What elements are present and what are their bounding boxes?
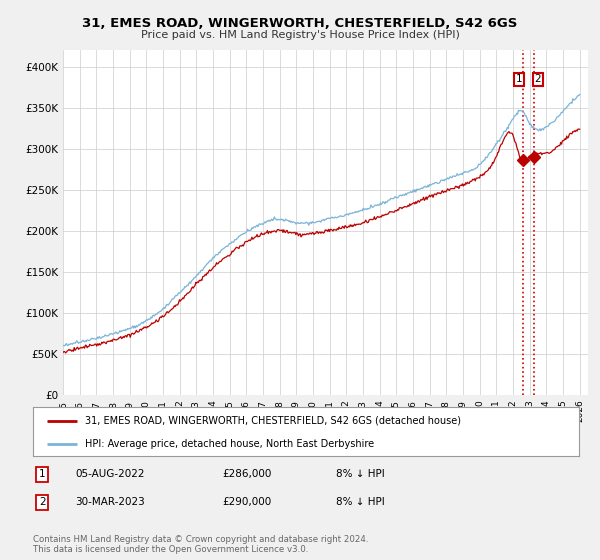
Text: £286,000: £286,000 bbox=[222, 469, 271, 479]
Text: 8% ↓ HPI: 8% ↓ HPI bbox=[336, 497, 385, 507]
Text: 2: 2 bbox=[39, 497, 46, 507]
Text: £290,000: £290,000 bbox=[222, 497, 271, 507]
Text: 31, EMES ROAD, WINGERWORTH, CHESTERFIELD, S42 6GS (detached house): 31, EMES ROAD, WINGERWORTH, CHESTERFIELD… bbox=[85, 416, 461, 426]
Text: 1: 1 bbox=[39, 469, 46, 479]
Text: 2: 2 bbox=[535, 74, 541, 84]
Text: 1: 1 bbox=[515, 74, 522, 84]
Text: HPI: Average price, detached house, North East Derbyshire: HPI: Average price, detached house, Nort… bbox=[85, 439, 374, 449]
Text: 31, EMES ROAD, WINGERWORTH, CHESTERFIELD, S42 6GS: 31, EMES ROAD, WINGERWORTH, CHESTERFIELD… bbox=[82, 17, 518, 30]
Text: 8% ↓ HPI: 8% ↓ HPI bbox=[336, 469, 385, 479]
Text: 05-AUG-2022: 05-AUG-2022 bbox=[75, 469, 145, 479]
Text: Price paid vs. HM Land Registry's House Price Index (HPI): Price paid vs. HM Land Registry's House … bbox=[140, 30, 460, 40]
Text: 30-MAR-2023: 30-MAR-2023 bbox=[75, 497, 145, 507]
Text: Contains HM Land Registry data © Crown copyright and database right 2024.
This d: Contains HM Land Registry data © Crown c… bbox=[33, 535, 368, 554]
